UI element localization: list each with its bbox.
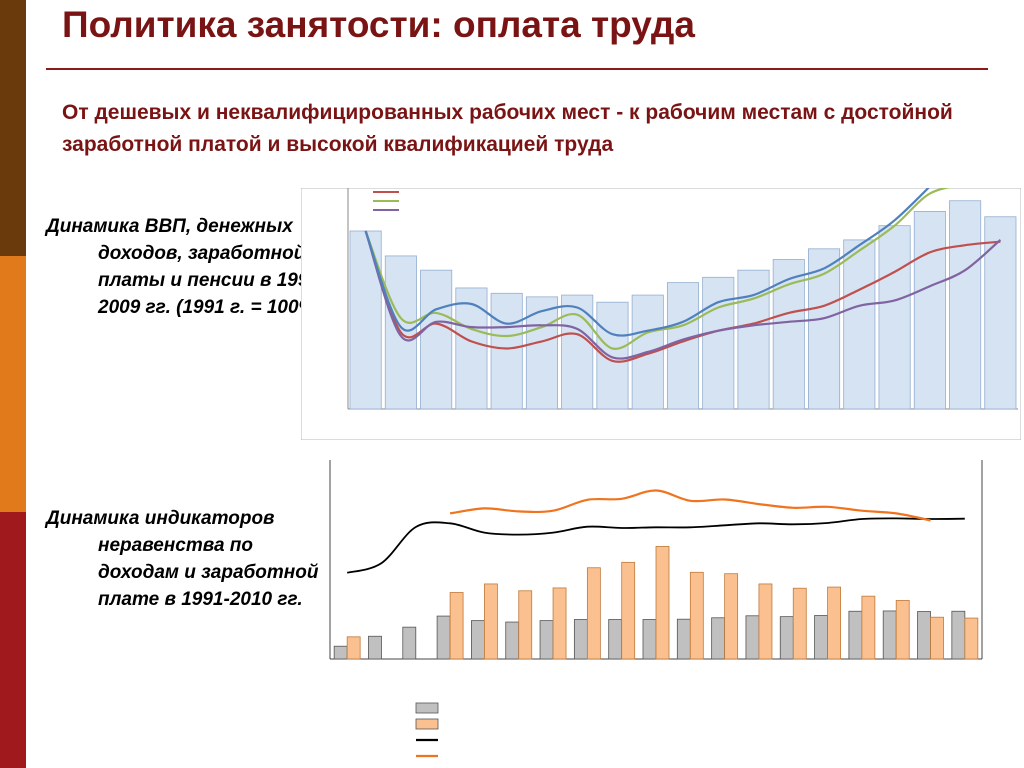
chart2-line-series-2	[346, 517, 965, 574]
chart2-bar-s1-1994	[449, 592, 464, 660]
chart2-bar-s0-2007	[848, 610, 863, 660]
chart2-bar-s1-1996	[518, 590, 533, 660]
chart2-bar-s0-2001	[642, 619, 657, 660]
gdp-income-chart	[301, 188, 1021, 440]
chart1-bar-2007	[913, 211, 946, 410]
chart2-bar-s0-1991	[333, 645, 348, 660]
chart2-bar-s1-1995	[484, 583, 498, 660]
chart2-line-series-3	[449, 489, 931, 522]
chart2-bar-s0-2003	[711, 617, 726, 660]
chart1-bar-1997	[561, 294, 594, 410]
chart2-bar-s0-2000	[608, 619, 623, 660]
chart2-bar-s1-1991	[346, 636, 361, 660]
page-title: Политика занятости: оплата труда	[62, 4, 695, 45]
chart1-line-series-3	[364, 188, 930, 337]
chart2-bar-s0-2002	[676, 618, 691, 660]
chart2-bar-s1-2004	[758, 583, 773, 660]
chart2-bar-s1-2002	[689, 571, 704, 660]
chart2-bar-s1-2009	[930, 616, 944, 660]
chart2-bar-s0-1996	[505, 621, 520, 660]
chart1-bar-1996	[525, 296, 558, 410]
chart2-bar-s1-1999	[586, 567, 601, 660]
chart1-description: Динамика ВВП, денежных доходов, заработн…	[46, 216, 326, 318]
chart2-bar-s0-2004	[745, 615, 760, 660]
chart1-bar-2006	[878, 225, 911, 410]
chart2-bar-s1-2006	[827, 586, 841, 660]
chart2-bar-s0-1994	[436, 615, 451, 660]
decor-band-bottom	[0, 512, 26, 768]
chart2-bar-s1-2005	[792, 587, 807, 660]
decor-band-top	[0, 0, 26, 256]
chart2-bar-s1-2001	[655, 546, 670, 660]
chart1-bar-2008	[949, 200, 982, 410]
chart1-bar-1991	[349, 230, 382, 410]
chart2-bar-s0-1999	[573, 619, 588, 660]
chart2-bar-s1-2000	[621, 561, 636, 660]
chart2-bar-s1-2008	[895, 600, 910, 660]
chart2-bar-s0-2009	[917, 611, 931, 660]
title-divider	[46, 68, 988, 70]
inequality-chart	[329, 460, 983, 758]
chart1-line-series-2	[364, 230, 1002, 360]
chart1-bar-2002	[737, 269, 770, 410]
chart1-bar-1998	[596, 301, 629, 410]
chart2-bar-s1-2010	[964, 617, 979, 660]
chart1-bar-2009	[984, 216, 1017, 410]
chart2-bar-s0-2006	[814, 615, 828, 660]
chart1-bar-1994	[455, 287, 488, 410]
page-subtitle: От дешевых и неквалифицированных рабочих…	[62, 101, 953, 156]
chart2-bar-s1-1997	[552, 587, 567, 660]
chart1-line-series-0	[364, 230, 1001, 363]
chart2-legend-swatch-0	[415, 702, 439, 714]
chart1-bar-1993	[420, 269, 453, 410]
chart2-bar-s0-1992	[368, 635, 382, 660]
chart1-bar-2005	[843, 239, 876, 410]
chart2-bar-s1-2007	[861, 595, 876, 660]
decor-band-middle	[0, 256, 26, 512]
chart2-bar-s0-1997	[539, 620, 554, 660]
chart2-bar-s0-2010	[951, 610, 966, 660]
chart1-bar-2001	[702, 276, 735, 410]
chart2-description: Динамика индикаторов неравенства по дохо…	[46, 508, 319, 610]
chart2-bar-s0-1993	[402, 626, 417, 660]
chart1-bar-1995	[490, 292, 523, 410]
chart2-legend-swatch-1	[415, 718, 439, 730]
chart2-bar-s0-2008	[882, 610, 897, 660]
chart1-bar-2004	[808, 248, 841, 410]
chart2-bar-s1-2003	[724, 573, 739, 660]
chart2-bar-s0-1995	[471, 620, 485, 660]
chart2-bar-s0-2005	[779, 616, 794, 660]
